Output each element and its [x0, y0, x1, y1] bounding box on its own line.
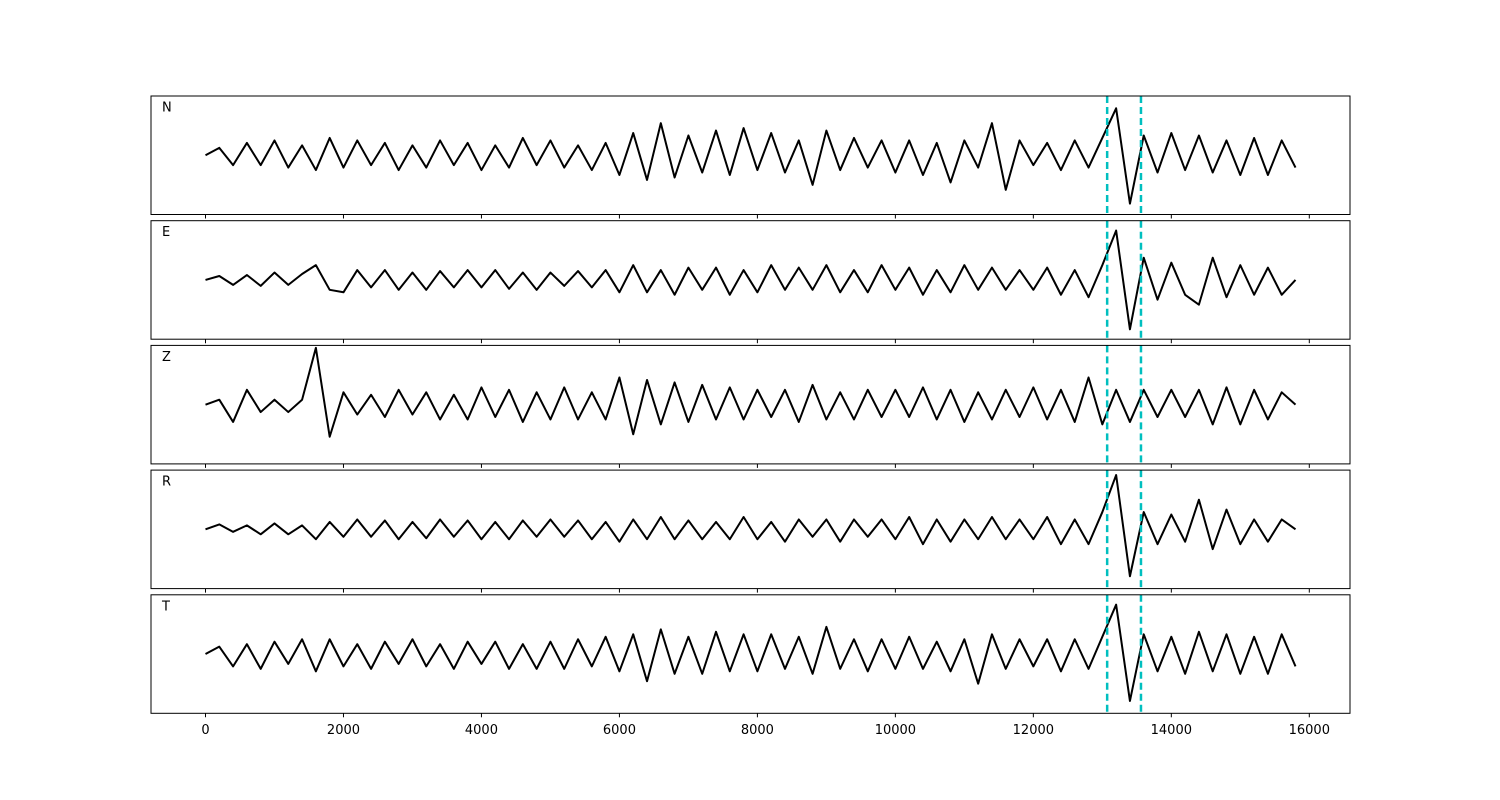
panel-label: N	[162, 101, 172, 116]
panel-frame	[150, 594, 1351, 714]
panel-frame	[150, 469, 1351, 590]
panel-frame	[150, 95, 1351, 215]
x-tick-label: 12000	[1013, 723, 1054, 738]
panel-frame	[150, 344, 1351, 465]
x-tick-label: 6000	[603, 723, 636, 738]
trace	[205, 107, 1297, 205]
panel-label: T	[161, 599, 170, 614]
panel-label: E	[162, 225, 170, 240]
trace	[205, 346, 1297, 438]
trace	[205, 474, 1297, 578]
panel-frame	[150, 220, 1351, 340]
panel-label: R	[162, 475, 171, 490]
x-tick-label: 14000	[1151, 723, 1192, 738]
panel-label: Z	[162, 350, 171, 365]
x-tick-label: 2000	[327, 723, 360, 738]
x-tick-label: 10000	[875, 723, 916, 738]
x-tick-label: 16000	[1289, 723, 1330, 738]
x-tick-label: 4000	[465, 723, 498, 738]
trace	[205, 229, 1297, 331]
x-tick-label: 0	[201, 723, 209, 738]
x-tick-label: 8000	[741, 723, 774, 738]
trace	[205, 603, 1297, 702]
